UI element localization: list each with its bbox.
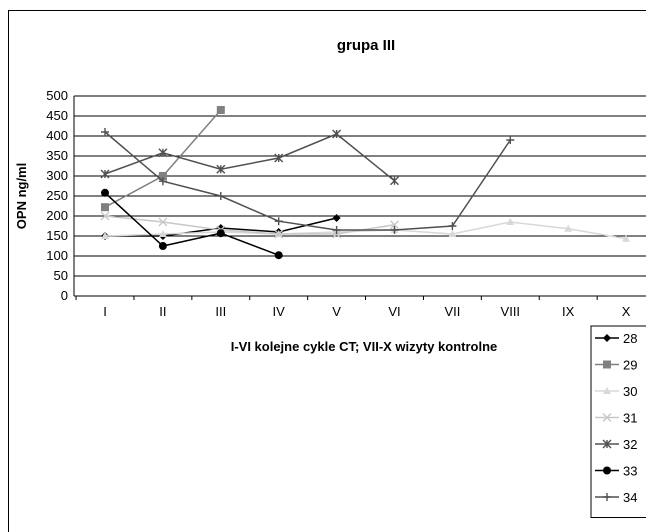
data-point-30 — [158, 230, 167, 237]
gridlines — [73, 95, 646, 300]
legend-label: 28 — [623, 331, 637, 346]
y-tick-label: 350 — [46, 148, 68, 163]
data-point-34 — [448, 222, 457, 230]
data-point-33 — [216, 229, 225, 238]
data-point-30 — [506, 218, 515, 225]
data-point-33 — [101, 188, 109, 197]
x-tick-label: III — [215, 304, 226, 319]
series-line-29 — [104, 109, 222, 208]
data-point-30 — [564, 224, 573, 232]
series-33 — [101, 188, 283, 260]
data-point-30 — [448, 230, 457, 237]
series-line-34 — [104, 131, 511, 231]
legend-item-30: 30 — [595, 384, 637, 399]
data-point-34 — [101, 128, 109, 136]
legend-marker-29 — [603, 360, 611, 369]
x-tick-label: I — [103, 304, 107, 319]
legend-marker-32 — [602, 439, 612, 449]
series-line-32 — [104, 133, 395, 182]
y-tick-label: 50 — [54, 268, 68, 283]
data-point-32 — [332, 129, 342, 139]
series-line-31 — [104, 215, 395, 235]
series-29 — [101, 106, 225, 212]
y-tick-label: 250 — [46, 188, 68, 203]
x-tick-label: VII — [444, 304, 460, 319]
legend-marker-28 — [603, 334, 611, 342]
data-point-29 — [216, 106, 225, 114]
x-tick-label: II — [159, 304, 166, 319]
data-point-31 — [390, 220, 399, 230]
y-tick-label: 500 — [46, 88, 68, 103]
y-axis-label: OPN ng/ml — [14, 163, 29, 229]
series-line-33 — [104, 192, 279, 256]
legend-item-29: 29 — [595, 358, 637, 373]
x-tick-label: IV — [273, 304, 286, 319]
legend-box — [590, 325, 646, 518]
data-point-33 — [158, 242, 167, 250]
legend-label: 34 — [623, 490, 637, 505]
data-point-34 — [390, 226, 399, 234]
legend-item-32: 32 — [595, 437, 637, 452]
y-tick-label: 200 — [46, 208, 68, 223]
legend-label: 31 — [623, 411, 637, 426]
chart-title: grupa III — [337, 37, 395, 54]
series-layer — [100, 106, 631, 260]
y-tick-label: 400 — [46, 128, 68, 143]
chart-frame — [8, 10, 646, 532]
data-point-33 — [274, 251, 283, 260]
data-point-32 — [100, 169, 110, 179]
data-point-32 — [274, 153, 284, 163]
legend-label: 30 — [623, 384, 637, 399]
data-point-30 — [101, 232, 109, 239]
x-tick-label: IX — [562, 304, 575, 319]
y-tick-label: 450 — [46, 108, 68, 123]
data-point-34 — [506, 136, 515, 144]
y-tick-label: 150 — [46, 228, 68, 243]
x-tick-label: VI — [388, 304, 400, 319]
data-point-31 — [100, 211, 110, 221]
legend-marker-33 — [603, 466, 611, 475]
x-axis-label: I-VI kolejne cykle CT; VII-X wizyty kont… — [231, 339, 498, 354]
legend-marker-34 — [603, 493, 611, 501]
legend-marker-30 — [603, 387, 611, 394]
legend: 28 29 30 31 32 33 34 — [590, 325, 646, 518]
data-point-34 — [274, 217, 283, 226]
series-32 — [100, 129, 399, 186]
y-tick-label: 300 — [46, 168, 68, 183]
legend-item-33: 33 — [595, 464, 637, 479]
y-tick-label: 0 — [61, 288, 68, 303]
data-point-32 — [390, 176, 399, 186]
legend-label: 32 — [623, 437, 637, 452]
legend-label: 33 — [623, 464, 637, 479]
legend-item-28: 28 — [595, 331, 637, 346]
data-point-32 — [216, 164, 226, 174]
data-point-29 — [101, 203, 109, 212]
y-tick-label: 100 — [46, 248, 68, 263]
x-tick-label: X — [622, 304, 631, 319]
legend-label: 29 — [623, 358, 637, 373]
data-point-30 — [622, 234, 631, 242]
legend-item-34: 34 — [595, 490, 637, 505]
data-point-34 — [216, 192, 225, 200]
legend-item-31: 31 — [595, 411, 637, 426]
x-tick-label: V — [332, 304, 341, 319]
data-point-34 — [332, 226, 341, 234]
data-point-28 — [332, 214, 341, 222]
x-tick-label: VIII — [501, 304, 521, 319]
data-point-34 — [158, 177, 167, 186]
data-point-31 — [158, 217, 168, 227]
data-point-29 — [158, 172, 167, 180]
series-34 — [101, 128, 515, 234]
legend-marker-31 — [602, 413, 612, 422]
data-point-32 — [158, 148, 168, 158]
series-line-30 — [104, 221, 627, 240]
data-point-31 — [274, 229, 284, 239]
